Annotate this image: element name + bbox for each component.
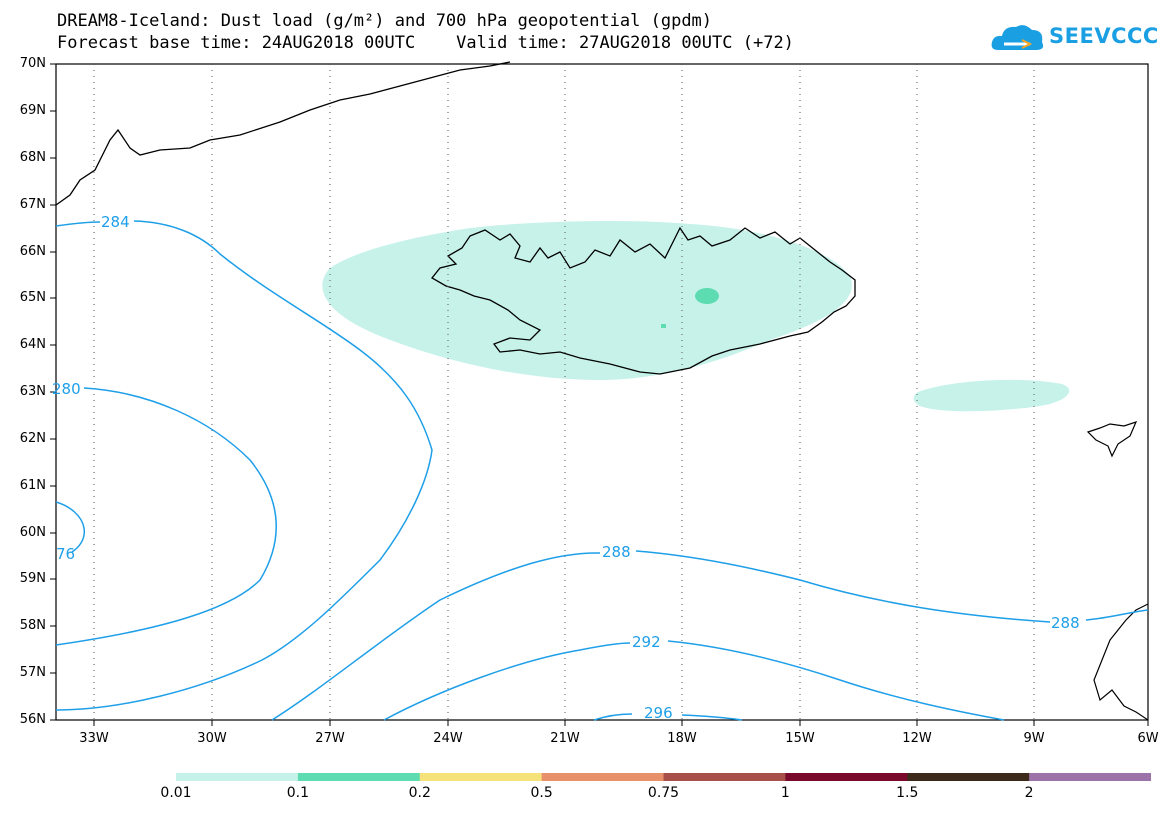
colorbar-segment	[419, 773, 543, 781]
lat-label: 62N	[19, 431, 46, 446]
coastline-iceland	[431, 226, 856, 375]
lon-label: 21W	[550, 731, 580, 746]
contour-280	[55, 387, 277, 646]
lat-label: 59N	[19, 571, 46, 586]
colorbar-segment	[176, 773, 299, 781]
colorbar-label: 2	[1024, 785, 1034, 801]
colorbar-label: 0.75	[647, 785, 680, 801]
map-subtitle: Forecast base time: 24AUG2018 00UTC Vali…	[57, 33, 794, 53]
contour-label-288-center: 288	[602, 543, 631, 561]
contour-292	[383, 640, 1005, 721]
colorbar-segment	[785, 773, 908, 781]
lon-label: 24W	[433, 731, 463, 746]
lon-label: 33W	[79, 731, 109, 746]
lat-label: 56N	[19, 712, 46, 727]
lon-label: 6W	[1137, 731, 1159, 746]
dust-area-east	[913, 379, 1070, 412]
colorbar	[176, 773, 1151, 781]
lat-label: 69N	[19, 103, 46, 118]
contour-label-284: 284	[101, 213, 130, 231]
dust-core-small	[661, 324, 666, 328]
contour-label-288-east: 288	[1051, 614, 1080, 632]
lat-label: 58N	[19, 618, 46, 633]
lon-gridlines	[93, 64, 1035, 720]
colorbar-label: 1	[780, 785, 790, 801]
lat-label: 68N	[19, 150, 46, 165]
lon-label: 15W	[785, 731, 815, 746]
contour-label-280: 280	[52, 380, 81, 398]
logo-text: SEEVCCC	[1049, 24, 1159, 48]
coastline-faroe	[1086, 421, 1138, 458]
colorbar-label: 1.5	[896, 785, 919, 801]
colorbar-label: 0.5	[530, 785, 553, 801]
lat-label: 57N	[19, 665, 46, 680]
colorbar-segment	[1029, 773, 1151, 781]
lat-label: 65N	[19, 290, 46, 305]
lat-label: 66N	[19, 244, 46, 259]
lat-label: 60N	[19, 525, 46, 540]
colorbar-label: 0.2	[408, 785, 431, 801]
lon-label: 12W	[902, 731, 932, 746]
lat-label: 64N	[19, 337, 46, 352]
contour-288	[271, 550, 1149, 721]
colorbar-label: 0.1	[286, 785, 309, 801]
colorbar-segment	[907, 773, 1030, 781]
lat-label: 63N	[19, 384, 46, 399]
lon-label: 30W	[197, 731, 227, 746]
cloud-icon	[991, 25, 1044, 50]
lat-label: 67N	[19, 197, 46, 212]
colorbar-label: 0.01	[160, 785, 192, 801]
lon-label: 27W	[315, 731, 345, 746]
contour-276	[55, 501, 86, 553]
lat-label: 61N	[19, 478, 46, 493]
colorbar-segment	[663, 773, 786, 781]
contour-296	[593, 713, 743, 721]
dust-area-iceland	[322, 221, 852, 380]
axis-ticks	[50, 63, 1149, 726]
colorbar-segment	[297, 773, 421, 781]
contour-label-292: 292	[632, 633, 661, 651]
contour-label-296: 296	[644, 704, 673, 722]
dust-core	[695, 288, 719, 304]
coastline-greenland	[55, 61, 511, 206]
coastline-scotland	[1093, 603, 1149, 721]
lon-label: 18W	[667, 731, 697, 746]
colorbar-segment	[541, 773, 665, 781]
contour-label-276: 76	[56, 545, 76, 563]
lat-label: 70N	[19, 56, 46, 71]
contour-284	[55, 220, 433, 711]
lon-label: 9W	[1023, 731, 1045, 746]
map-title: DREAM8-Iceland: Dust load (g/m²) and 700…	[57, 11, 713, 31]
